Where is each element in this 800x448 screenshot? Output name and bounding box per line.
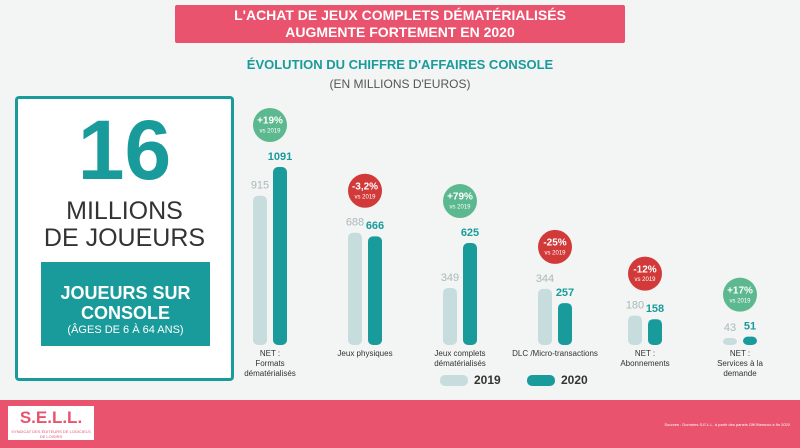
bar [368,236,382,345]
header-title: L'ACHAT DE JEUX COMPLETS DÉMATÉRIALISÉS … [234,7,566,40]
bar [538,288,552,345]
chart-title: ÉVOLUTION DU CHIFFRE D'AFFAIRES CONSOLE [246,57,554,72]
change-value: +79% [447,192,473,203]
legend-label: 2020 [561,373,588,387]
change-badge [253,108,287,142]
change-badge [443,184,477,219]
x-tick-label: NET : Services à la demande [717,349,763,378]
bar [443,288,457,345]
value-label: 344 [536,273,554,285]
bar [348,232,362,345]
value-label: 349 [441,272,459,284]
info-box [41,262,210,346]
change-sub: vs 2019 [544,250,566,256]
bar [463,243,477,345]
change-sub: vs 2019 [634,277,656,283]
change-badge [723,277,757,312]
change-badge [348,173,382,208]
bar [628,315,642,345]
change-sub: vs 2019 [449,205,471,211]
legend-swatch [440,375,468,386]
change-sub: vs 2019 [354,194,376,200]
logo: S.E.L.L. [19,408,83,427]
value-label: 688 [346,217,364,229]
change-value: -3,2% [352,181,378,192]
change-badge [628,256,662,291]
big-label: MILLIONS DE JOUEURS [43,197,206,252]
x-tick-label: Jeux physiques [337,349,393,358]
change-sub: vs 2019 [729,298,751,304]
footer [0,400,800,448]
change-value: -25% [543,238,566,249]
value-label: 43 [724,322,736,334]
value-label: 666 [366,220,384,232]
source: Sources : Données S.E.L.L. à partir des … [664,422,790,427]
change-badge [538,229,572,264]
change-value: -12% [633,264,656,275]
big-number: 16 [77,103,172,197]
value-label: 51 [744,321,756,333]
bar [253,195,267,345]
header-box [175,5,625,43]
bar [648,319,662,345]
change-sub: vs 2019 [259,129,281,135]
value-label: 915 [251,180,269,192]
value-label: 257 [556,287,574,299]
bar [723,337,737,345]
change-value: +19% [257,116,283,127]
value-label: 625 [461,227,479,239]
info-note: (ÂGES DE 6 À 64 ANS) [67,324,184,336]
logo-box [8,406,94,440]
chart-subtitle: (EN MILLIONS D'EUROS) [329,77,471,91]
change-value: +17% [727,285,753,296]
legend-label: 2019 [474,373,501,387]
value-label: 180 [626,300,644,312]
x-tick-label: NET : Abonnements [620,349,670,368]
value-label: 158 [646,303,664,315]
info-title: JOUEURS SUR CONSOLE [60,283,191,323]
legend-swatch [527,375,555,386]
x-tick-label: DLC /Micro-transactions [512,349,598,358]
logo-sub: SYNDICAT DES ÉDITEURS DE LOGICIELS DE LO… [11,429,91,439]
value-label: 1091 [268,151,292,163]
bar [273,167,287,345]
x-tick-label: Jeux complets dématérialisés [434,349,486,368]
bar [558,303,572,345]
x-tick-label: NET : Formats dématérialisés [244,349,296,378]
bar [743,336,757,345]
